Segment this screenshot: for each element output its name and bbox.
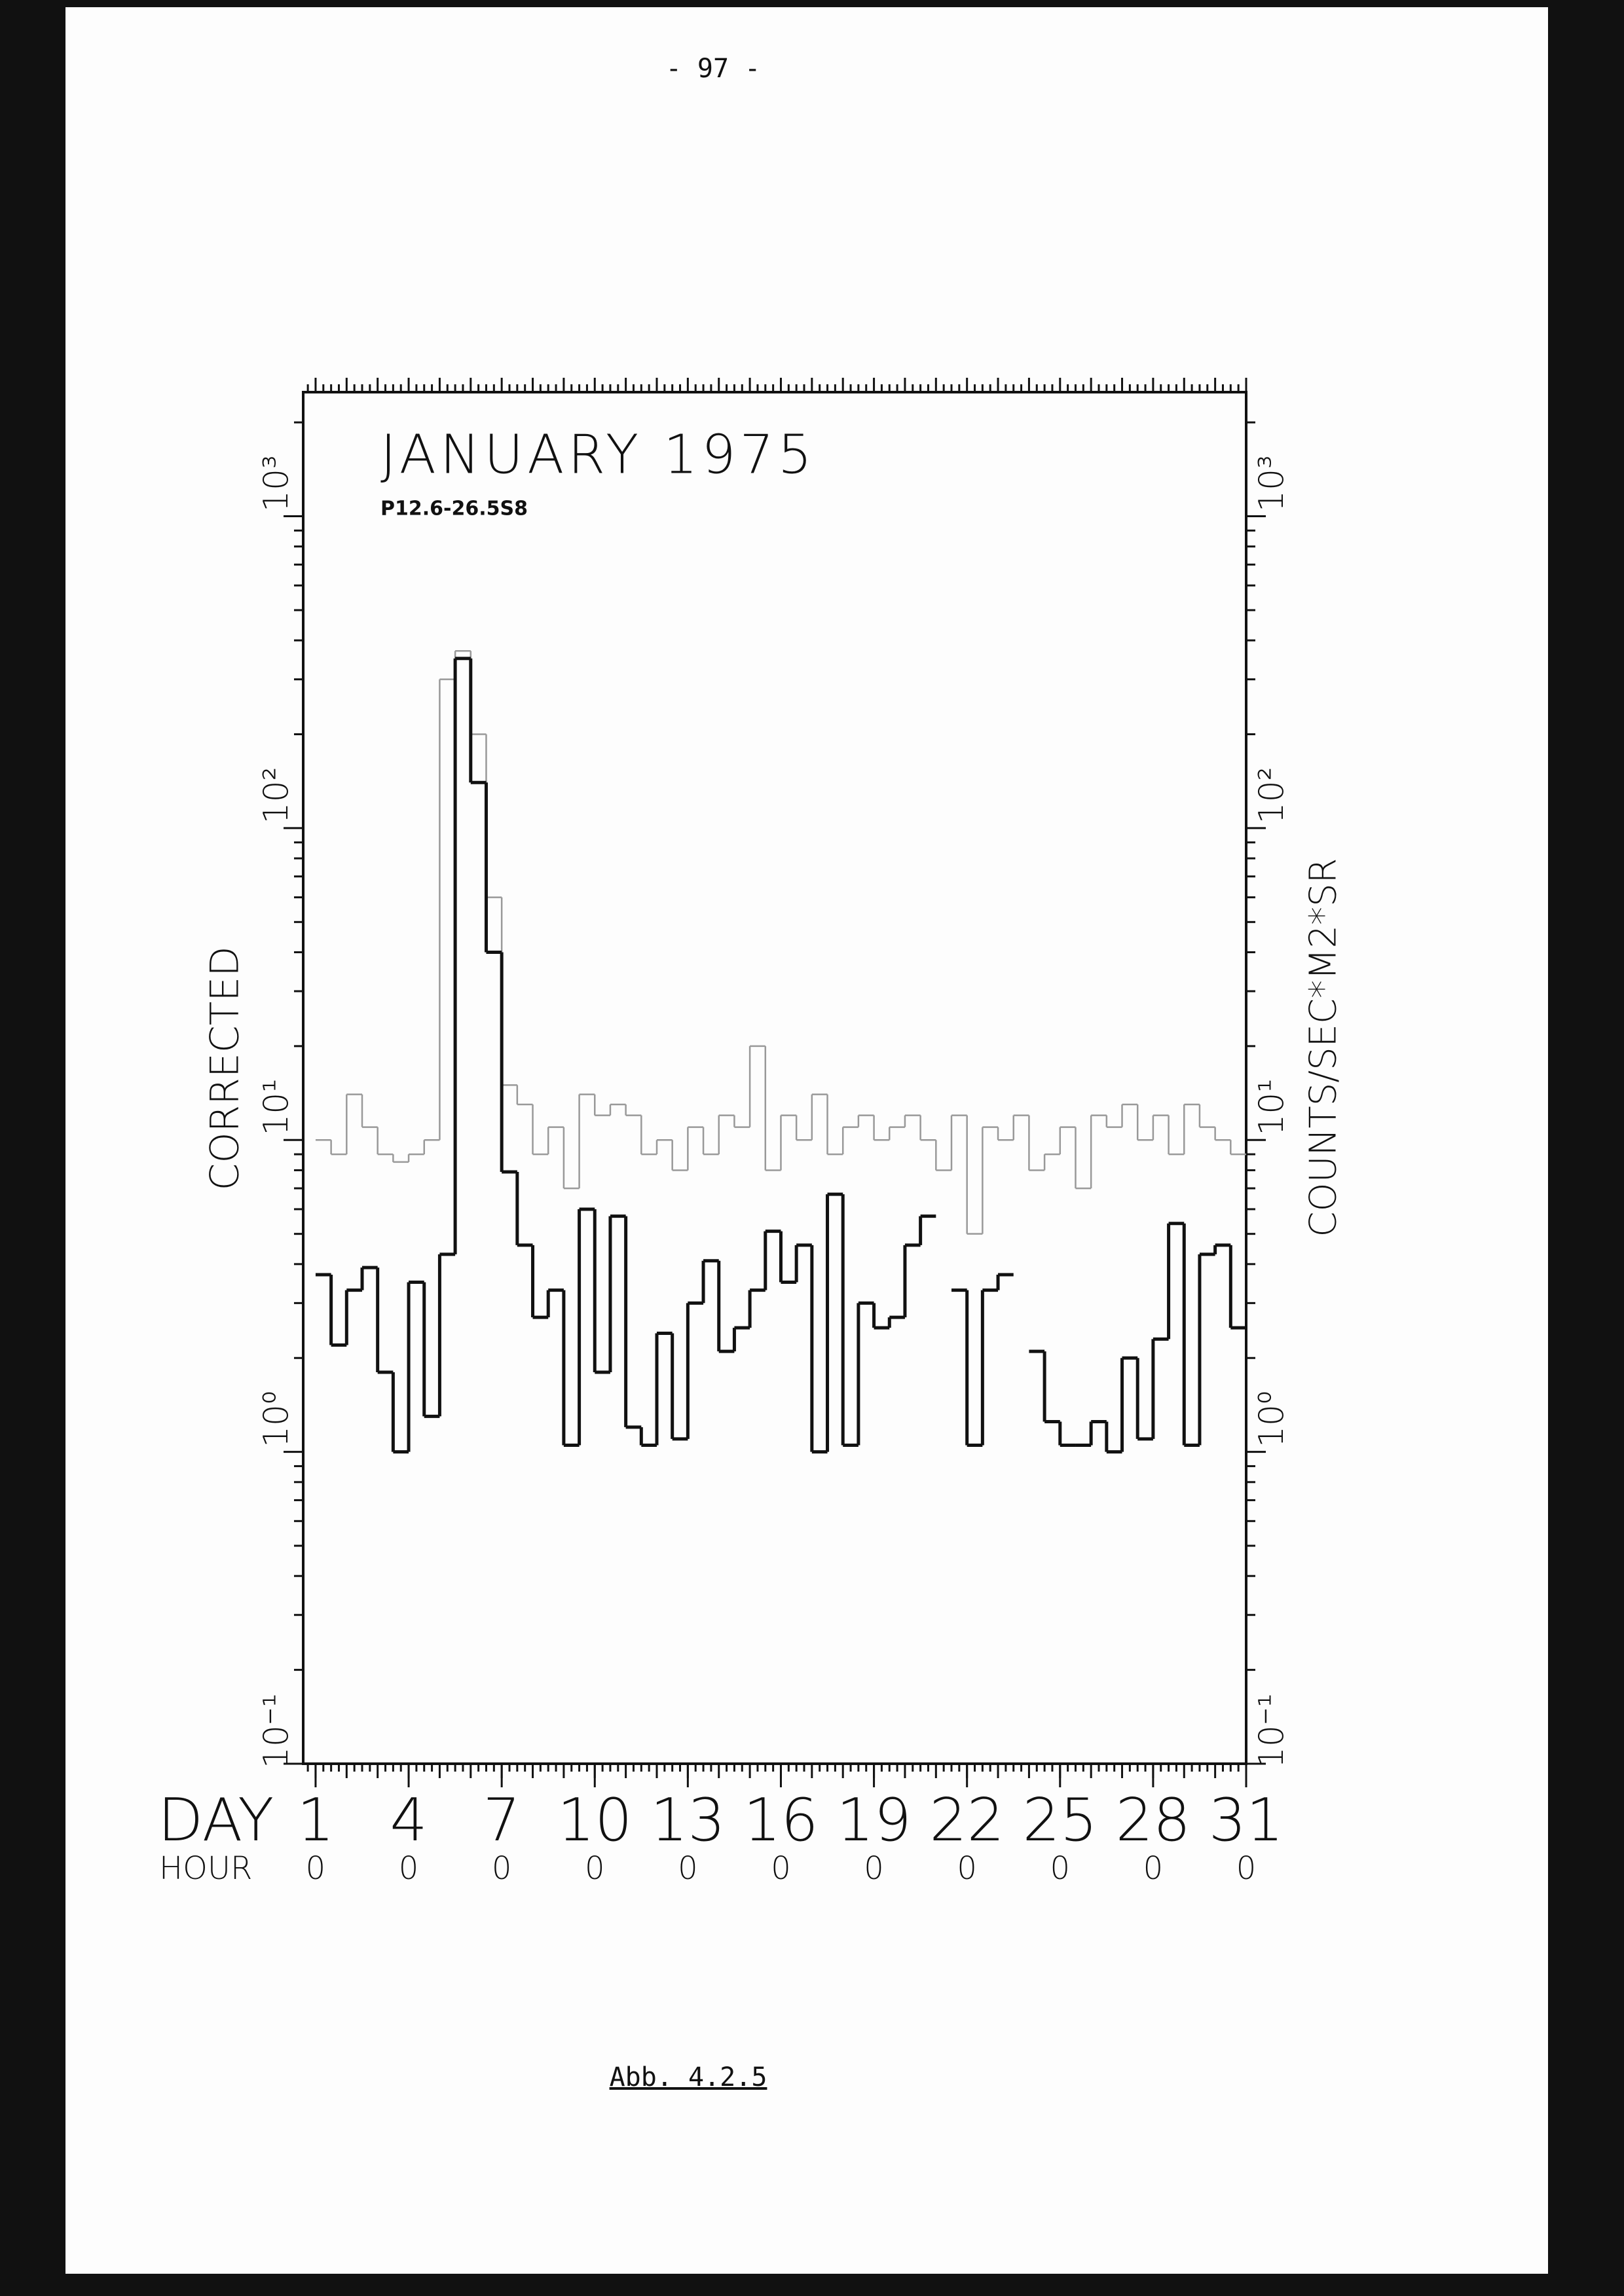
x-tick-label: 28 <box>1116 1786 1191 1855</box>
plot-frame <box>302 391 1247 1765</box>
hour-tick-label: 0 <box>1236 1850 1257 1887</box>
y-tick-label: 10¹ <box>257 1079 296 1136</box>
hour-tick-label: 0 <box>678 1850 698 1887</box>
x-tick-label: 10 <box>557 1786 633 1855</box>
y-tick-label: 10² <box>257 767 296 824</box>
x-tick-label: 13 <box>650 1786 726 1855</box>
x-tick-label: 19 <box>836 1786 912 1855</box>
y2-tick-label: 10³ <box>1252 455 1291 512</box>
y2-tick-label: 10⁻¹ <box>1252 1694 1291 1768</box>
figure-caption: Abb. 4.2.5 <box>610 2062 767 2092</box>
hour-tick-label: 0 <box>399 1850 419 1887</box>
y2-axis-label: COUNTS/SEC*M2*SR <box>1302 858 1344 1237</box>
chart-title: JANUARY 1975 <box>380 424 816 486</box>
x-tick-label: 22 <box>929 1786 1005 1855</box>
hour-tick-label: 0 <box>306 1850 326 1887</box>
x-tick-label: 31 <box>1209 1786 1284 1855</box>
hour-axis-label: HOUR <box>159 1850 252 1887</box>
page-number: - 97 - <box>666 54 761 84</box>
y-tick-label: 10⁻¹ <box>257 1694 296 1768</box>
y2-tick-label: 10⁰ <box>1252 1391 1291 1448</box>
x-tick-label: 7 <box>483 1786 521 1855</box>
y-tick-label: 10⁰ <box>257 1391 296 1448</box>
x-axis-label: DAY <box>158 1786 274 1855</box>
hour-tick-label: 0 <box>957 1850 977 1887</box>
x-tick-label: 16 <box>743 1786 819 1855</box>
y-axis-label: CORRECTED <box>202 946 248 1190</box>
hour-tick-label: 0 <box>585 1850 605 1887</box>
hour-tick-label: 0 <box>492 1850 512 1887</box>
y2-tick-label: 10¹ <box>1252 1079 1291 1136</box>
chart-subtitle: P12.6-26.5S8 <box>380 498 528 520</box>
hour-tick-label: 0 <box>1050 1850 1071 1887</box>
hour-tick-label: 0 <box>1143 1850 1164 1887</box>
hour-tick-label: 0 <box>771 1850 791 1887</box>
y-tick-label: 10³ <box>257 455 296 512</box>
x-tick-label: 4 <box>390 1786 427 1855</box>
hour-tick-label: 0 <box>864 1850 884 1887</box>
y2-tick-label: 10² <box>1252 767 1291 824</box>
x-tick-label: 25 <box>1023 1786 1098 1855</box>
x-tick-label: 1 <box>297 1786 334 1855</box>
